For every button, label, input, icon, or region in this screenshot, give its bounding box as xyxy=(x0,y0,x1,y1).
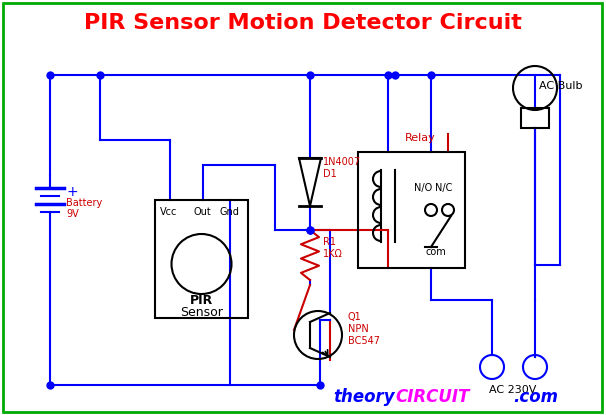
Text: AC 230V: AC 230V xyxy=(489,385,537,395)
Text: Vcc: Vcc xyxy=(160,207,178,217)
Text: .com: .com xyxy=(513,388,558,406)
Text: Relay: Relay xyxy=(405,133,435,143)
Text: BC547: BC547 xyxy=(348,336,380,346)
Text: 1N4007: 1N4007 xyxy=(323,157,361,167)
Text: CIRCUIT: CIRCUIT xyxy=(395,388,470,406)
Text: NPN: NPN xyxy=(348,324,368,334)
Text: D1: D1 xyxy=(323,169,337,179)
Bar xyxy=(155,200,248,318)
Text: Out: Out xyxy=(193,207,211,217)
Text: Gnd: Gnd xyxy=(220,207,240,217)
Text: +: + xyxy=(66,185,78,199)
Text: Q1: Q1 xyxy=(348,312,362,322)
Text: N/O: N/O xyxy=(414,183,432,193)
Text: AC Bulb: AC Bulb xyxy=(539,81,582,91)
Text: PIR Sensor Motion Detector Circuit: PIR Sensor Motion Detector Circuit xyxy=(84,13,522,33)
Bar xyxy=(521,108,549,128)
Text: com: com xyxy=(426,247,447,257)
Text: Sensor: Sensor xyxy=(180,305,223,318)
Text: PIR: PIR xyxy=(190,293,213,307)
Text: theory: theory xyxy=(333,388,395,406)
Text: R1: R1 xyxy=(323,237,336,247)
Text: Battery: Battery xyxy=(66,198,102,208)
Text: 1KΩ: 1KΩ xyxy=(323,249,343,259)
Text: N/C: N/C xyxy=(435,183,452,193)
Bar xyxy=(358,152,465,268)
Text: 9V: 9V xyxy=(66,209,79,219)
